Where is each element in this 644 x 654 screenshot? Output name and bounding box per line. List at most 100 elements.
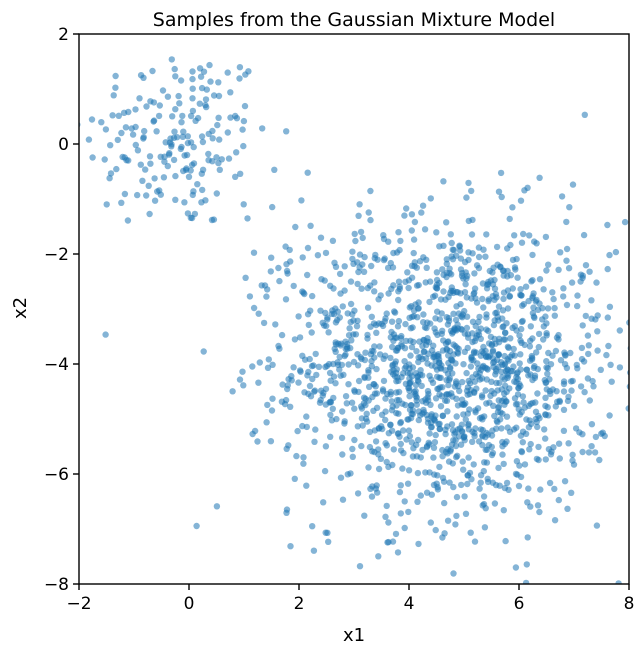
data-point: [436, 425, 443, 432]
data-point: [121, 190, 129, 198]
data-point: [535, 343, 542, 351]
data-point: [365, 464, 372, 471]
data-point: [229, 388, 236, 395]
data-point: [401, 212, 408, 219]
data-point: [464, 480, 471, 488]
data-point: [549, 386, 556, 393]
data-point: [503, 320, 510, 327]
data-point: [311, 438, 318, 445]
data-point: [164, 162, 171, 170]
data-point: [433, 480, 440, 487]
data-point: [594, 347, 601, 354]
data-point: [443, 260, 450, 267]
data-point: [383, 442, 391, 449]
x-tick-label: 0: [184, 594, 195, 614]
data-point: [429, 379, 437, 386]
data-point: [461, 307, 468, 315]
data-point: [526, 232, 533, 239]
data-point: [448, 253, 455, 260]
data-point: [387, 259, 394, 267]
data-point: [146, 153, 154, 160]
data-point: [384, 264, 392, 272]
data-point: [605, 342, 612, 350]
data-point: [394, 323, 402, 330]
scatter-points: [79, 56, 629, 584]
data-point: [209, 158, 216, 165]
data-point: [324, 314, 331, 321]
data-point: [325, 329, 332, 336]
data-point: [233, 115, 241, 122]
data-point: [462, 510, 470, 517]
data-point: [475, 328, 482, 335]
data-point: [161, 158, 168, 165]
data-point: [444, 423, 451, 430]
data-point: [377, 455, 385, 462]
data-point: [350, 317, 357, 324]
data-point: [361, 253, 368, 261]
data-point: [314, 252, 322, 259]
data-point: [450, 570, 457, 577]
data-point: [465, 454, 472, 461]
data-point: [394, 549, 402, 556]
data-point: [339, 303, 346, 310]
data-point: [189, 107, 197, 115]
data-point: [403, 205, 410, 212]
data-point: [582, 312, 589, 320]
data-point: [189, 95, 196, 102]
data-point: [469, 438, 476, 445]
data-point: [438, 393, 446, 400]
data-point: [264, 286, 271, 293]
data-point: [477, 352, 485, 359]
data-point: [476, 313, 483, 321]
data-point: [269, 395, 276, 402]
data-point: [376, 343, 383, 350]
data-point: [388, 328, 395, 336]
data-point: [422, 279, 429, 286]
data-point: [543, 267, 550, 274]
data-point: [346, 325, 353, 332]
data-point: [470, 461, 477, 468]
data-point: [428, 347, 436, 354]
data-point: [172, 73, 179, 80]
data-point: [528, 352, 535, 360]
data-point: [450, 246, 458, 254]
data-point: [317, 234, 325, 241]
data-point: [584, 375, 592, 382]
data-point: [423, 264, 430, 271]
data-point: [497, 409, 504, 416]
data-point: [586, 268, 593, 275]
data-point: [375, 446, 382, 453]
data-point: [400, 427, 407, 434]
data-point: [416, 258, 424, 265]
data-point: [347, 278, 355, 285]
data-point: [216, 136, 223, 143]
data-point: [203, 103, 210, 111]
data-point: [408, 227, 415, 234]
data-point: [471, 538, 479, 545]
data-point: [549, 289, 556, 296]
data-point: [187, 112, 195, 120]
data-point: [187, 214, 194, 221]
data-point: [425, 439, 432, 446]
data-point: [382, 416, 389, 424]
data-point: [604, 314, 611, 321]
data-point: [462, 269, 469, 276]
data-point: [159, 87, 167, 94]
data-point: [568, 387, 575, 394]
data-point: [547, 451, 555, 458]
data-point: [259, 125, 266, 132]
data-point: [242, 274, 249, 281]
data-point: [371, 288, 378, 295]
data-point: [581, 388, 588, 396]
data-point: [430, 342, 437, 349]
data-point: [166, 150, 173, 157]
data-point: [328, 417, 336, 424]
data-point: [404, 369, 411, 376]
data-point: [454, 452, 461, 459]
data-point: [440, 288, 447, 295]
data-point: [529, 251, 536, 259]
data-point: [450, 437, 457, 444]
data-point: [437, 403, 445, 410]
data-point: [89, 154, 96, 161]
data-point: [423, 411, 430, 419]
